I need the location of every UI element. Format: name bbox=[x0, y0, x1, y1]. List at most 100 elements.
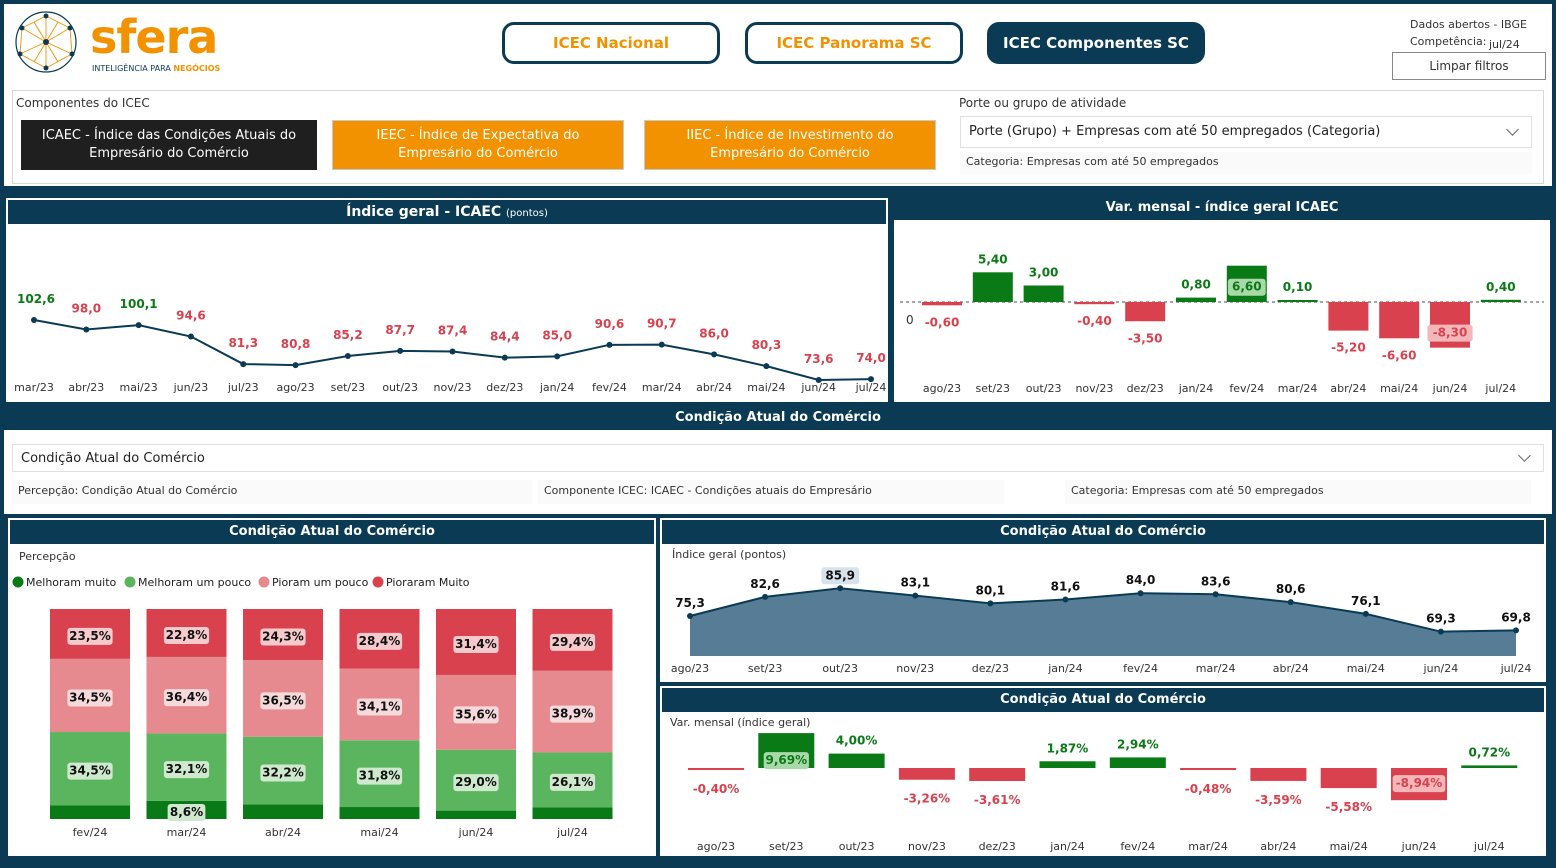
data-source: Dados abertos - IBGE bbox=[1410, 18, 1527, 31]
section-filter-panel: Condição Atual do Comércio Condição Atua… bbox=[4, 408, 1552, 514]
condicao-geral-label: 82,6 bbox=[750, 577, 780, 591]
icaec-line-point bbox=[344, 353, 351, 359]
condicao-var-label-bg bbox=[1466, 744, 1512, 762]
icaec-var-panel: Var. mensal - índice geral ICAEC 0 -0,60 a… bbox=[894, 198, 1550, 402]
condicao-geral-label: 69,8 bbox=[1501, 610, 1531, 624]
condicao-geral-point bbox=[1362, 610, 1369, 617]
percepcao-legend-marker bbox=[258, 576, 270, 588]
percepcao-x-tick: fev/24 bbox=[73, 826, 108, 839]
percepcao-bar-label: 22,8% bbox=[166, 628, 208, 642]
component-ieec-button[interactable]: IEEC - Índice de Expectativa do Empresár… bbox=[332, 120, 624, 170]
percepcao-bar-label-bg bbox=[260, 692, 306, 710]
condicao-var-chart: -0,40% ago/23 9,69% set/23 4,00% out/23 -3,26%… bbox=[688, 732, 1518, 853]
percepcao-bar-label-bg bbox=[163, 626, 210, 644]
condicao-var-x-tick: mar/24 bbox=[1188, 840, 1228, 853]
icaec-line-panel: Índice geral - ICAEC (pontos) 102,6 mar/2… bbox=[6, 198, 888, 402]
condicao-var-label-bg bbox=[1392, 775, 1446, 793]
percepcao-bar-label: 34,1% bbox=[359, 699, 401, 713]
icaec-line-x-tick: jul/23 bbox=[227, 381, 259, 394]
top-bar: sfera INTELIGÊNCIA PARA NEGÓCIOS ICEC Na… bbox=[4, 4, 1552, 86]
percepcao-bar-label: 28,4% bbox=[359, 634, 401, 648]
condicao-var-label: -3,59% bbox=[1255, 793, 1302, 807]
icaec-line-x-tick: jan/24 bbox=[539, 381, 574, 394]
percepcao-x-tick: jul/24 bbox=[556, 826, 588, 839]
percepcao-bar-label: 34,5% bbox=[69, 690, 111, 704]
percepcao-bar-label: 35,6% bbox=[455, 707, 497, 721]
condicao-geral-point bbox=[837, 585, 844, 592]
icaec-line-point bbox=[397, 347, 404, 354]
icaec-line-label: 87,4 bbox=[438, 323, 468, 337]
percepcao-x-tick: jun/24 bbox=[458, 826, 494, 839]
percepcao-bar-label: 26,1% bbox=[552, 775, 594, 789]
icaec-var-label: 5,40 bbox=[978, 252, 1008, 266]
percepcao-x-tick: mar/24 bbox=[167, 826, 207, 839]
icaec-var-label-bg bbox=[1376, 347, 1422, 365]
tab-icec-componentes-sc[interactable]: ICEC Componentes SC bbox=[987, 22, 1205, 64]
clear-filters-button[interactable]: Limpar filtros bbox=[1392, 52, 1546, 80]
icaec-line-point bbox=[135, 322, 142, 329]
condicao-var-label: 9,69% bbox=[765, 753, 807, 767]
condicao-var-label: 2,94% bbox=[1117, 737, 1159, 751]
section-dropdown[interactable]: Condição Atual do Comércio bbox=[12, 444, 1544, 472]
icaec-var-x-tick: mar/24 bbox=[1278, 382, 1318, 395]
porte-label: Porte ou grupo de atividade bbox=[959, 96, 1127, 110]
icaec-line-x-tick: jun/23 bbox=[173, 381, 209, 394]
condicao-var-x-tick: abr/24 bbox=[1260, 840, 1296, 853]
percepcao-bar-label-bg bbox=[453, 706, 499, 724]
percepcao-bar-segment bbox=[50, 805, 130, 819]
icaec-line-point bbox=[31, 317, 37, 323]
condicao-var-x-tick: mai/24 bbox=[1330, 840, 1368, 853]
condicao-var-x-tick: dez/23 bbox=[979, 840, 1016, 853]
icaec-line-x-tick: out/23 bbox=[382, 381, 418, 394]
condicao-var-bar bbox=[1039, 761, 1096, 768]
condicao-var-label-bg bbox=[1115, 736, 1161, 754]
condicao-geral-point bbox=[1513, 627, 1519, 634]
icaec-line-x-tick: set/23 bbox=[331, 381, 366, 394]
percepcao-bar-label-bg bbox=[163, 689, 210, 707]
icaec-line-label: 90,7 bbox=[647, 317, 677, 331]
condicao-geral-x-tick: set/23 bbox=[748, 662, 783, 675]
icaec-var-bar bbox=[1074, 302, 1115, 305]
icaec-var-x-tick: set/23 bbox=[976, 382, 1011, 395]
icaec-var-x-tick: abr/24 bbox=[1330, 382, 1366, 395]
tab-icec-panorama-sc[interactable]: ICEC Panorama SC bbox=[745, 22, 963, 64]
percepcao-bar-label: 31,4% bbox=[455, 637, 497, 651]
condicao-var-label-bg bbox=[970, 791, 1024, 809]
percepcao-bar-label-bg bbox=[356, 698, 403, 716]
percepcao-bar-label: 36,4% bbox=[166, 690, 208, 704]
icaec-var-bar bbox=[1023, 285, 1064, 302]
icaec-var-bar bbox=[1176, 297, 1216, 302]
percepcao-bar-label: 32,2% bbox=[262, 765, 304, 779]
percepcao-bar-segment bbox=[243, 804, 323, 819]
percepcao-bar-label-bg bbox=[260, 628, 306, 646]
condicao-geral-x-tick: jul/24 bbox=[1500, 662, 1532, 675]
percepcao-bar-segment bbox=[436, 810, 516, 819]
condicao-geral-label: 83,6 bbox=[1201, 574, 1231, 588]
condicao-geral-label: 81,6 bbox=[1051, 580, 1081, 594]
icaec-line-point bbox=[240, 361, 247, 368]
condicao-geral-point bbox=[1287, 599, 1294, 606]
condicao-geral-x-tick: mai/24 bbox=[1347, 662, 1385, 675]
condicao-var-bar bbox=[828, 753, 885, 768]
condicao-var-x-tick: jan/24 bbox=[1049, 840, 1084, 853]
percepcao-bar-label-bg bbox=[163, 761, 210, 779]
percepcao-bar-label: 29,0% bbox=[455, 775, 497, 789]
condicao-var-label-bg bbox=[1322, 799, 1376, 817]
condicao-var-subtitle: Var. mensal (índice geral) bbox=[670, 716, 811, 729]
condicao-var-label-bg bbox=[1181, 781, 1235, 798]
condicao-geral-label-bg bbox=[821, 567, 860, 585]
condicao-geral-panel: Condição Atual do Comércio Índice geral … bbox=[660, 518, 1546, 682]
porte-dropdown[interactable]: Porte (Grupo) + Empresas com até 50 empr… bbox=[960, 116, 1532, 148]
condicao-var-x-tick: jul/24 bbox=[1473, 840, 1505, 853]
condicao-var-label-bg bbox=[900, 790, 954, 808]
percepcao-legend-label: Melhoram um pouco bbox=[138, 576, 251, 589]
icaec-line-x-tick: mai/24 bbox=[747, 381, 785, 394]
condicao-geral-point bbox=[1137, 590, 1144, 597]
tab-icec-nacional[interactable]: ICEC Nacional bbox=[502, 22, 720, 64]
condicao-geral-label: 76,1 bbox=[1351, 594, 1381, 608]
icaec-var-label-bg bbox=[1024, 264, 1063, 282]
condicao-var-bar bbox=[969, 768, 1026, 781]
component-iiec-button[interactable]: IIEC - Índice de Investimento do Empresá… bbox=[644, 120, 936, 170]
component-icaec-button[interactable]: ICAEC - Índice das Condições Atuais do E… bbox=[21, 120, 317, 170]
condicao-geral-area bbox=[690, 588, 1516, 656]
